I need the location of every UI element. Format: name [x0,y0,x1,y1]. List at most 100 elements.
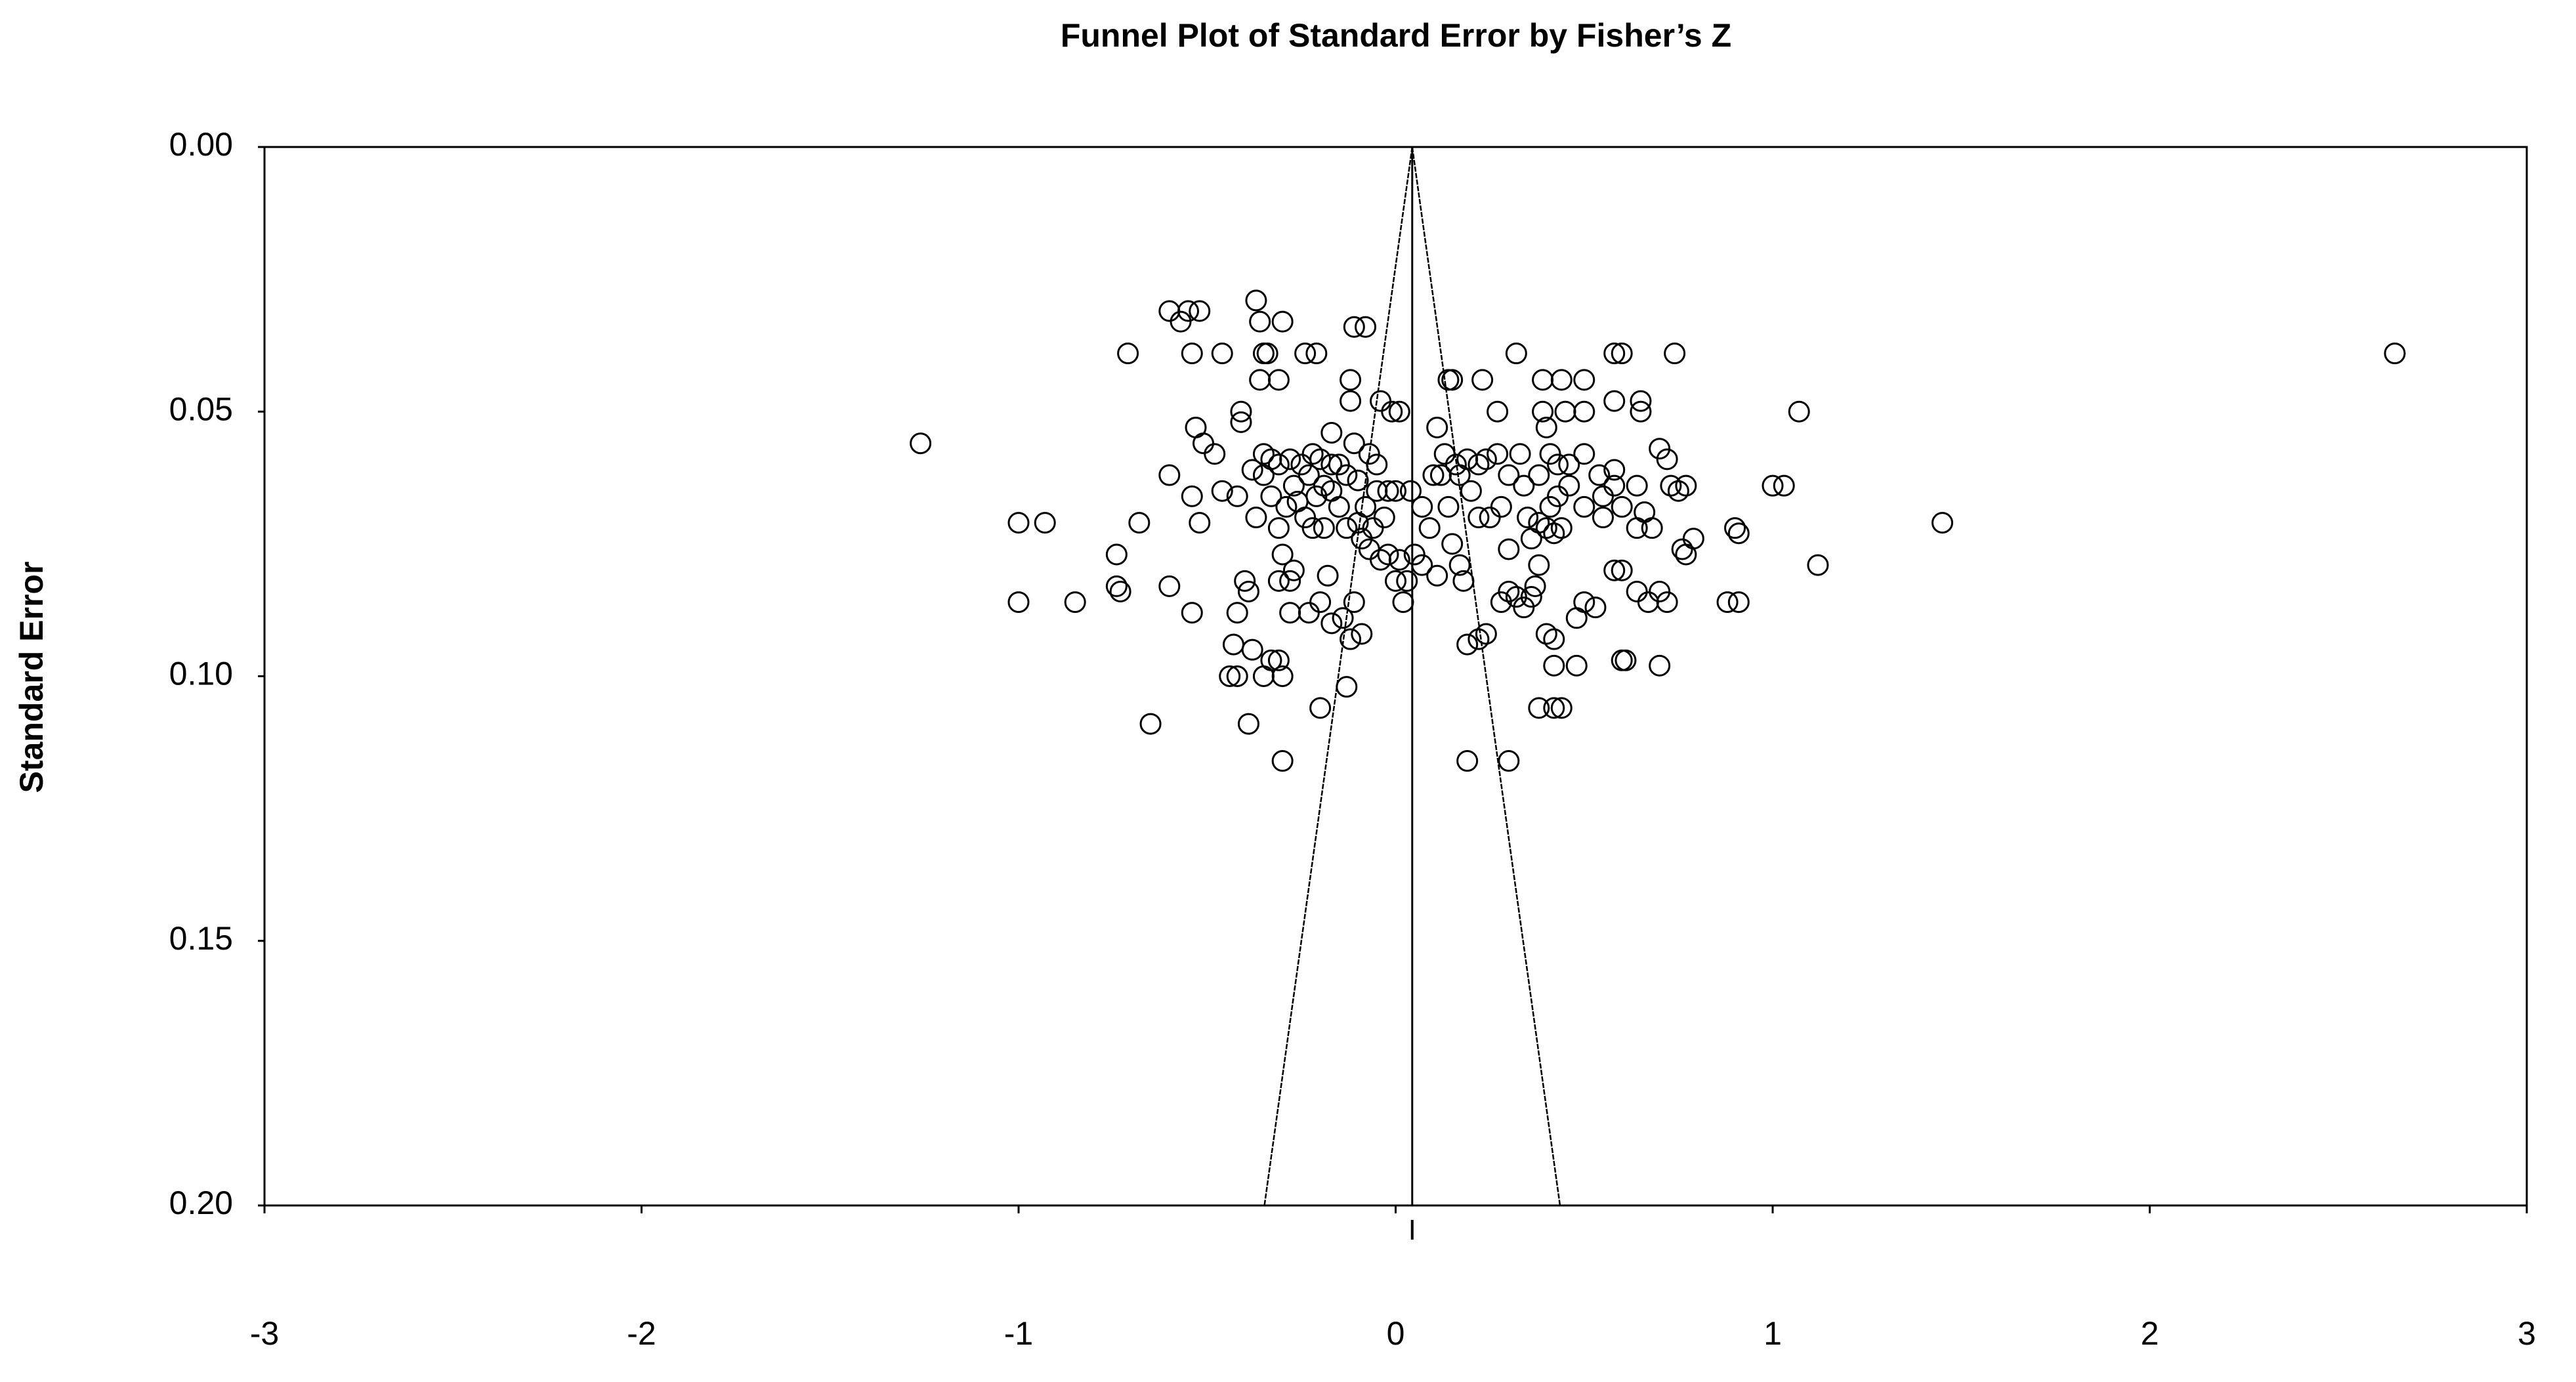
data-point [1271,543,1294,566]
data-point [1603,559,1626,581]
data-point [1181,343,1203,365]
data-point [1505,586,1527,608]
data-point [1649,580,1671,602]
data-point [1626,517,1648,539]
data-point [1267,517,1290,539]
data-point [1189,512,1211,534]
data-point [1528,554,1550,576]
data-point [1603,474,1626,497]
data-point [1230,400,1252,423]
data-point [1204,443,1226,465]
data-point [1249,310,1271,333]
data-point [1528,697,1550,719]
data-point [1513,474,1535,497]
data-point [1388,400,1410,423]
data-point [1279,602,1301,624]
data-point [1252,665,1275,687]
data-point [1418,517,1441,539]
data-point [1573,400,1595,423]
data-point [1932,512,1954,534]
funnel-line [1411,146,1561,1206]
y-tick-label: 0.00 [169,126,233,163]
data-point [1475,623,1497,645]
data-point [1656,448,1678,471]
data-point [1452,570,1475,592]
data-point [1317,564,1339,587]
data-point [1007,591,1030,614]
data-point [1241,639,1263,661]
data-point [1509,443,1531,465]
data-point [1487,443,1509,465]
data-point [1234,570,1256,592]
data-point [1294,343,1317,365]
data-point [1351,528,1373,550]
data-point [1034,512,1056,534]
data-point [1340,390,1362,412]
data-point [1426,564,1448,587]
data-point [1543,654,1565,677]
data-point [1433,443,1456,465]
data-point [1181,485,1203,507]
data-point [1343,591,1365,614]
y-tick-label: 0.20 [169,1184,233,1221]
data-point [1543,697,1565,719]
data-point [1626,580,1648,602]
data-point [1301,443,1324,465]
data-point [1467,628,1490,650]
x-tick-label: 3 [2518,1315,2536,1352]
data-point [1320,612,1343,635]
data-point [1267,369,1290,391]
data-point [1158,300,1181,322]
data-point [1347,512,1369,534]
data-point [1252,443,1275,465]
data-point [1170,310,1192,333]
data-point [1550,369,1573,391]
data-point [1373,507,1395,529]
data-point [1441,369,1464,391]
data-point [1592,507,1614,529]
data-point [1490,495,1512,518]
data-point [1245,289,1267,312]
data-point [1158,464,1181,486]
data-point [1467,453,1490,476]
data-point [1301,517,1324,539]
data-point [1603,343,1626,365]
data-point [1528,512,1550,534]
data-point [1340,628,1362,650]
data-point [1543,522,1565,545]
data-point [1117,343,1139,365]
data-point [1535,517,1557,539]
data-point [1588,464,1611,486]
data-point [1279,448,1301,471]
data-point [1445,453,1467,476]
data-point [1611,343,1633,365]
data-point [1343,432,1365,455]
data-point [1550,697,1573,719]
data-point [1336,464,1358,486]
x-tick-label: -3 [250,1315,279,1352]
data-point [1298,602,1320,624]
data-point [1490,591,1512,614]
data-point [1475,448,1497,471]
x-tick-label: -2 [627,1315,656,1352]
data-point [1007,512,1030,534]
data-point [1282,559,1305,581]
data-point [1388,549,1410,571]
data-point [1305,343,1328,365]
data-point [1396,570,1418,592]
data-point [1471,369,1494,391]
data-point [1328,453,1350,476]
data-point [1667,480,1689,502]
data-point [1332,607,1354,629]
data-point [1139,713,1162,735]
data-point [1313,474,1335,497]
data-point [1336,517,1358,539]
data-point [1441,533,1464,555]
data-point [1660,474,1682,497]
data-point [1245,507,1267,529]
data-point [1487,400,1509,423]
data-point [1727,522,1750,545]
data-point [1351,623,1373,645]
data-point [1630,400,1652,423]
data-point [1105,575,1128,597]
